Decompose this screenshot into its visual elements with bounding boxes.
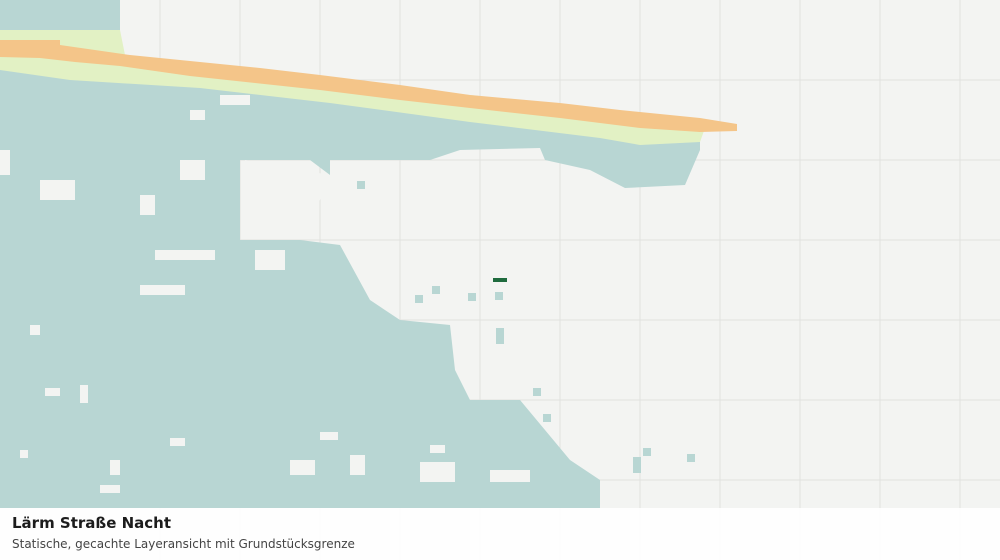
layer-subtitle: Statische, gecachte Layeransicht mit Gru…	[12, 537, 355, 551]
caption: Lärm Straße Nacht Statische, gecachte La…	[0, 508, 1000, 560]
layer-title: Lärm Straße Nacht	[12, 514, 172, 532]
noise-gaps	[0, 95, 530, 493]
noise-patches	[357, 181, 695, 473]
band-60	[0, 40, 737, 132]
parcel-boundary	[493, 278, 507, 282]
